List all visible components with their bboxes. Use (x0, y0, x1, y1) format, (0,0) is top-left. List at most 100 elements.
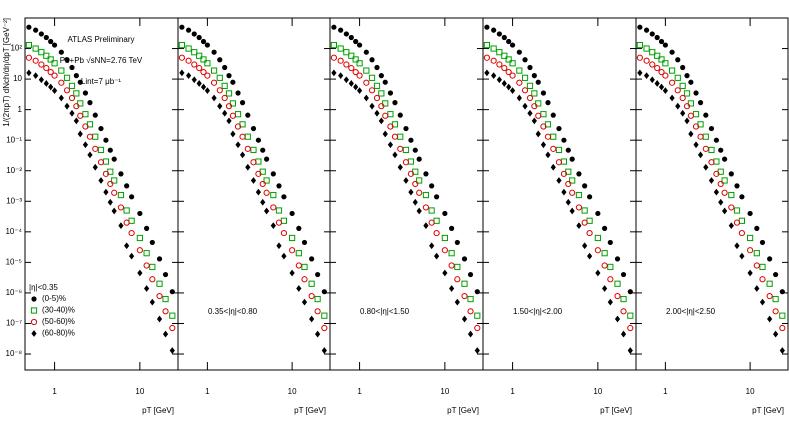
data-point (369, 102, 375, 110)
data-point (423, 222, 429, 230)
data-point (658, 56, 665, 63)
data-point (392, 100, 398, 106)
x-tick-label: 1 (205, 387, 210, 396)
data-point (506, 83, 512, 91)
data-point (565, 198, 571, 206)
data-point (582, 183, 588, 189)
data-point (620, 295, 627, 303)
data-point (32, 57, 39, 64)
data-point (535, 130, 541, 138)
x-axis-label: pT [GeV] (752, 406, 784, 415)
data-point (569, 156, 575, 162)
data-point (407, 170, 415, 177)
data-point (321, 289, 327, 295)
data-point (402, 146, 410, 154)
data-point (448, 262, 455, 269)
data-point (713, 170, 720, 177)
legend-label: (30-40)% (42, 306, 75, 315)
data-point (718, 147, 724, 153)
data-point (643, 57, 650, 64)
data-point (234, 123, 242, 130)
data-point (92, 145, 99, 152)
data-point (728, 171, 734, 177)
data-point (569, 177, 576, 184)
data-point (766, 280, 773, 287)
data-point (216, 87, 223, 94)
data-point (527, 109, 533, 117)
data-point (643, 27, 650, 33)
data-point (124, 183, 130, 189)
data-point (204, 42, 210, 48)
data-point (728, 222, 734, 230)
data-point (348, 80, 354, 87)
y-tick-label: 10⁻⁸ (6, 349, 23, 358)
data-point (556, 177, 562, 184)
data-point (697, 151, 704, 159)
data-point (149, 239, 155, 246)
data-point (48, 83, 54, 91)
data-point (759, 263, 766, 271)
data-point (688, 79, 694, 85)
data-point (576, 222, 582, 230)
annotation: ATLAS Preliminary (68, 35, 135, 44)
data-point (407, 158, 415, 165)
data-point (595, 269, 601, 277)
legend-marker (30, 318, 38, 326)
annotation: Pb+Pb √sNN=2.76 TeV (60, 56, 143, 65)
data-point (697, 133, 704, 140)
data-point (315, 271, 321, 278)
data-point (496, 49, 503, 56)
data-point (348, 52, 355, 59)
data-point (454, 239, 460, 246)
data-point (484, 24, 490, 30)
data-point (217, 102, 223, 110)
data-point (649, 49, 656, 56)
data-point (221, 94, 228, 102)
data-point (581, 207, 588, 214)
data-point (111, 156, 117, 162)
x-tick-label: 10 (135, 387, 144, 396)
data-point (255, 137, 261, 143)
data-point (270, 191, 277, 199)
data-point (309, 315, 315, 323)
data-point (474, 347, 480, 354)
data-point (449, 225, 455, 231)
data-point (467, 308, 474, 315)
data-point (779, 289, 785, 295)
data-point (250, 146, 257, 154)
data-point (733, 207, 741, 214)
data-point (73, 73, 79, 79)
data-point (734, 242, 740, 250)
data-point (602, 225, 608, 231)
data-point (766, 292, 773, 300)
y-tick-label: 1 (18, 105, 23, 114)
data-point (234, 111, 242, 118)
x-tick-label: 1 (357, 387, 362, 396)
data-point (703, 163, 709, 171)
data-point (353, 38, 359, 45)
data-point (295, 262, 302, 269)
data-point (428, 207, 435, 214)
data-point (531, 73, 537, 79)
data-point (363, 67, 370, 74)
data-point (684, 117, 690, 125)
data-point (753, 250, 760, 257)
data-point (124, 242, 130, 250)
data-point (343, 31, 349, 37)
data-point (87, 100, 93, 106)
data-point (496, 61, 503, 68)
data-point (64, 57, 70, 63)
data-point (51, 42, 58, 48)
x-tick-label: 1 (52, 387, 57, 396)
data-point (679, 94, 686, 102)
data-point (123, 207, 130, 214)
data-point (467, 295, 474, 303)
data-point (397, 145, 404, 152)
legend-label: (50-60)% (42, 317, 75, 326)
data-point (491, 27, 497, 33)
data-point (149, 263, 156, 271)
data-point (289, 210, 295, 217)
y-tick-label: 10⁻⁷ (6, 319, 22, 328)
plot-frame (635, 17, 789, 371)
data-point (461, 315, 468, 323)
